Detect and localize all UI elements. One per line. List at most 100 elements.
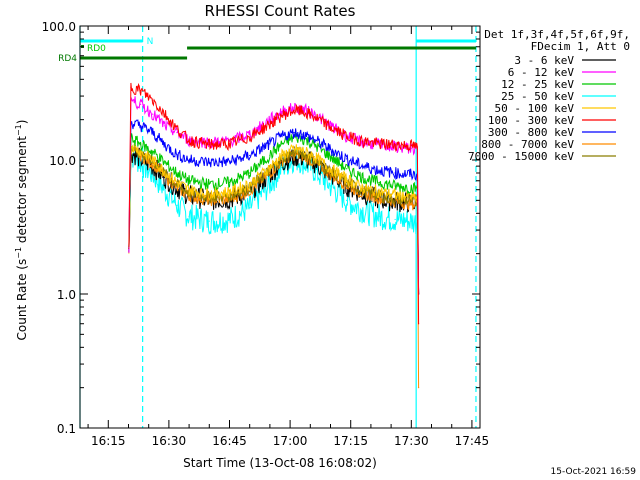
series-5-point-13: [301, 110, 303, 113]
series-4-point-4: [164, 170, 166, 173]
rd4-label: RD4: [58, 54, 77, 64]
series-4-point-6: [188, 189, 190, 191]
series-3-point-11: [281, 166, 283, 169]
series-5-point-0: [128, 247, 130, 249]
series-4-point-3: [152, 159, 154, 161]
x-tick-label-1: 16:30: [152, 434, 187, 448]
series-5-point-7: [208, 144, 210, 146]
series-5-point-18: [378, 143, 380, 145]
series-layer: [128, 82, 420, 389]
legend-header-line-1: Det 1f,3f,4f,5f,6f,9f,: [484, 28, 630, 41]
y-tick-label-0: 0.1: [57, 422, 76, 436]
series-7-point-10: [269, 172, 271, 174]
series-2-point-8: [228, 181, 231, 184]
series-4-point-18: [378, 191, 380, 193]
series-8-point-5: [176, 184, 178, 186]
series-6-point-19: [394, 172, 396, 174]
series-2-point-20: [410, 187, 412, 189]
series-0-point-9: [249, 191, 251, 193]
series-6-point-20: [410, 173, 412, 176]
series-5-point-3: [152, 99, 154, 101]
series-8-point-20: [410, 200, 412, 203]
series-3-point-4: [164, 189, 166, 191]
series-6-point-14: [313, 138, 315, 141]
legend-label-7: 800 - 7000 keV: [481, 138, 574, 151]
series-8-point-12: [293, 151, 295, 153]
series-7-point-22: [417, 387, 420, 389]
series-2-point-11: [281, 143, 283, 145]
series-5-point-22: [417, 323, 420, 325]
series-5-point-11: [281, 114, 283, 117]
series-line-2: [128, 132, 420, 295]
series-3-point-17: [362, 209, 364, 212]
legend-header-line-2: FDecim 1, Att 0: [531, 40, 630, 53]
series-4-point-20: [410, 196, 412, 198]
series-5-point-16: [346, 135, 348, 137]
series-5-point-2: [140, 89, 142, 92]
series-1-point-12: [293, 107, 295, 109]
series-1-point-5: [176, 132, 178, 134]
series-1-point-14: [313, 113, 315, 115]
series-2-point-4: [164, 162, 166, 164]
series-8-point-19: [394, 198, 396, 200]
series-7-point-20: [410, 203, 412, 205]
series-5-point-6: [188, 139, 190, 142]
series-3-point-9: [249, 207, 251, 209]
series-6-point-5: [176, 153, 178, 156]
legend-label-0: 3 - 6 keV: [514, 54, 574, 67]
series-4-point-2: [140, 150, 142, 152]
series-6-point-17: [362, 165, 364, 167]
series-6-point-3: [152, 132, 154, 134]
series-6-point-9: [249, 154, 251, 157]
series-4-point-11: [281, 154, 283, 157]
series-3-point-10: [269, 183, 271, 185]
series-6-point-7: [208, 161, 210, 163]
series-4-point-12: [293, 148, 295, 150]
series-2-point-18: [378, 181, 380, 184]
series-6-point-2: [140, 125, 142, 127]
series-5-point-19: [394, 144, 396, 146]
legend-label-4: 50 - 100 keV: [495, 102, 575, 115]
series-1-point-9: [249, 133, 251, 136]
series-5-point-4: [164, 113, 166, 115]
series-8-point-13: [301, 152, 303, 154]
series-3-point-19: [394, 218, 396, 221]
series-4-point-19: [394, 194, 396, 196]
series-4-point-10: [269, 166, 271, 169]
series-5-point-14: [313, 116, 315, 118]
series-2-point-5: [176, 172, 178, 174]
legend-label-6: 300 - 800 keV: [488, 126, 574, 139]
series-2-point-17: [362, 176, 364, 179]
series-7-point-5: [176, 187, 178, 189]
y-axis: 0.1 1.0 10.0 100.0: [42, 20, 480, 436]
x-tick-label-0: 16:15: [91, 434, 126, 448]
series-4-point-17: [362, 187, 364, 189]
series-7-point-11: [281, 160, 283, 162]
series-3-point-18: [378, 215, 380, 217]
series-6-point-13: [301, 133, 303, 135]
x-axis: 16:15 16:30 16:45 17:00 17:15 17:30 17:45: [87, 26, 490, 448]
series-line-6: [128, 119, 420, 295]
series-2-point-10: [269, 154, 271, 157]
y-tick-label-2: 10.0: [49, 154, 76, 168]
legend-label-1: 6 - 12 keV: [508, 66, 575, 79]
series-3-point-8: [228, 218, 231, 221]
x-tick-label-6: 17:45: [455, 434, 490, 448]
series-1-point-4: [164, 125, 166, 127]
footer-timestamp: 15-Oct-2021 16:59: [551, 467, 637, 477]
series-1-point-20: [410, 147, 412, 150]
series-5-point-1: [130, 86, 132, 88]
series-2-point-16: [346, 168, 348, 170]
x-tick-label-3: 17:00: [273, 434, 308, 448]
x-tick-label-4: 17:15: [333, 434, 368, 448]
y-tick-label-3: 100.0: [42, 20, 76, 34]
series-2-point-6: [188, 180, 190, 182]
x-tick-label-2: 16:45: [212, 434, 247, 448]
series-2-point-2: [140, 143, 142, 145]
series-4-point-5: [176, 181, 178, 184]
series-6-point-10: [269, 143, 271, 145]
series-3-point-20: [410, 220, 412, 222]
x-axis-label: Start Time (13-Oct-08 16:08:02): [183, 456, 377, 470]
series-3-point-5: [176, 204, 178, 206]
series-5-point-12: [293, 109, 295, 111]
